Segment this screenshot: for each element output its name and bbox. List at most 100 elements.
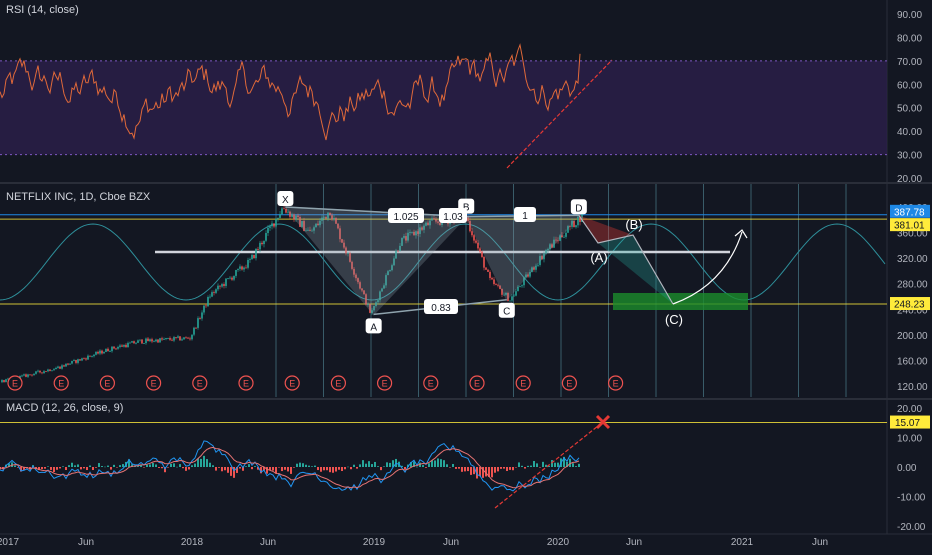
macd-histogram-bar [161,467,163,469]
earnings-marker[interactable]: E [561,375,578,391]
earnings-marker[interactable]: E [192,375,208,391]
earnings-marker[interactable]: E [7,375,23,391]
macd-histogram-bar [506,467,508,471]
macd-histogram-bar [287,467,289,472]
fib-ratio-label: 1.025 [388,208,424,223]
rsi-axis-tick: 60.00 [897,80,922,91]
earnings-icon[interactable] [561,375,578,391]
candle-body [549,244,551,249]
earnings-marker[interactable]: E [330,375,346,391]
earnings-icon[interactable] [192,375,208,391]
macd-histogram-bar [386,462,388,467]
candle-body [97,351,99,354]
earnings-marker[interactable]: E [99,375,116,391]
candle-body [477,242,479,249]
macd-histogram-bar [491,467,493,478]
macd-histogram-bar [383,466,385,467]
candle-body [337,223,339,229]
candle-body [79,359,81,361]
macd-histogram-bar [203,455,205,467]
earnings-icon[interactable] [469,375,485,391]
macd-histogram-bar [578,463,580,467]
earnings-icon-letter: E [474,379,480,389]
candle-body [247,259,249,268]
price-axis-tick: 160.00 [897,356,928,367]
earnings-icon[interactable] [238,375,254,391]
macd-histogram-bar [50,467,52,470]
earnings-icon[interactable] [7,375,23,391]
macd-histogram-bar [527,465,529,467]
macd-histogram-bar [275,467,277,474]
macd-histogram-bar [278,467,280,468]
macd-histogram-bar [41,467,43,470]
earnings-icon-letter: E [58,379,64,389]
candle-body [353,268,355,275]
candle-body [75,360,77,363]
candle-body [143,343,145,344]
candle-body [93,354,95,357]
earnings-marker[interactable]: E [469,375,485,391]
earnings-icon[interactable] [423,375,439,391]
macd-histogram-bar [533,460,535,467]
candle-body [135,342,137,344]
earnings-marker[interactable]: E [284,375,300,391]
earnings-icon[interactable] [515,375,531,391]
earnings-icon[interactable] [53,375,69,391]
candle-body [489,271,491,278]
candle-body [571,220,573,227]
earnings-icon[interactable] [330,375,346,391]
candle-body [63,365,65,367]
time-axis-label: Jun [812,537,828,548]
earnings-icon[interactable] [146,375,162,391]
candle-body [401,237,403,246]
earnings-marker[interactable]: E [146,375,162,391]
earnings-icon[interactable] [284,375,300,391]
candle-body [383,285,385,289]
macd-pane[interactable]: 20.00 10.00 0.00 -10.00 -20.00 15.07 [0,404,930,533]
candle-body [313,227,315,231]
pattern-point-label: D [570,199,587,215]
earnings-marker[interactable]: E [377,375,393,391]
price-pane[interactable]: X A B C D 1.025 1.03 1 0.83 (A) (B) (C) E E E E E E E E E E E E… [0,184,930,397]
earnings-icon[interactable] [607,375,624,391]
candle-body [485,267,487,270]
rsi-line [0,43,581,141]
candle-body [157,339,159,343]
candle-body [141,339,143,344]
earnings-marker[interactable]: E [53,375,69,391]
earnings-marker[interactable]: E [238,375,254,391]
earnings-marker[interactable]: E [607,375,624,391]
macd-histogram-bar [473,467,475,475]
candle-body [333,218,335,220]
macd-histogram-bar [317,467,319,471]
earnings-icon-letter: E [151,379,157,389]
candle-body [95,351,97,355]
candle-body [1,380,3,383]
rsi-pane[interactable]: 90.00 80.00 70.00 60.00 50.00 40.00 30.00 20.00 [0,10,922,185]
candle-body [225,278,227,286]
macd-histogram-bar [410,462,412,467]
candle-body [369,304,371,313]
macd-histogram-bar [518,462,520,467]
earnings-marker[interactable]: E [423,375,439,391]
macd-histogram-bar [74,465,76,467]
candle-body [271,223,273,227]
earnings-marker[interactable]: E [515,375,531,391]
earnings-icon[interactable] [377,375,393,391]
candle-body [403,236,405,238]
macd-histogram-bar [545,464,547,467]
candle-body [77,359,79,363]
macd-histogram-bar [500,467,502,469]
macd-histogram-bar [515,467,517,468]
candle-body [409,232,411,233]
macd-histogram-bar [455,467,457,469]
time-axis[interactable]: 2017 Jun 2018 Jun 2019 Jun 2020 Jun 2021 Jun [0,537,828,548]
macd-histogram-bar [263,467,265,471]
candle-body [101,350,103,354]
candle-body [89,355,91,357]
price-badge-box [890,218,930,232]
earnings-icon[interactable] [99,375,116,391]
pattern-point-label-text: B [463,203,470,214]
